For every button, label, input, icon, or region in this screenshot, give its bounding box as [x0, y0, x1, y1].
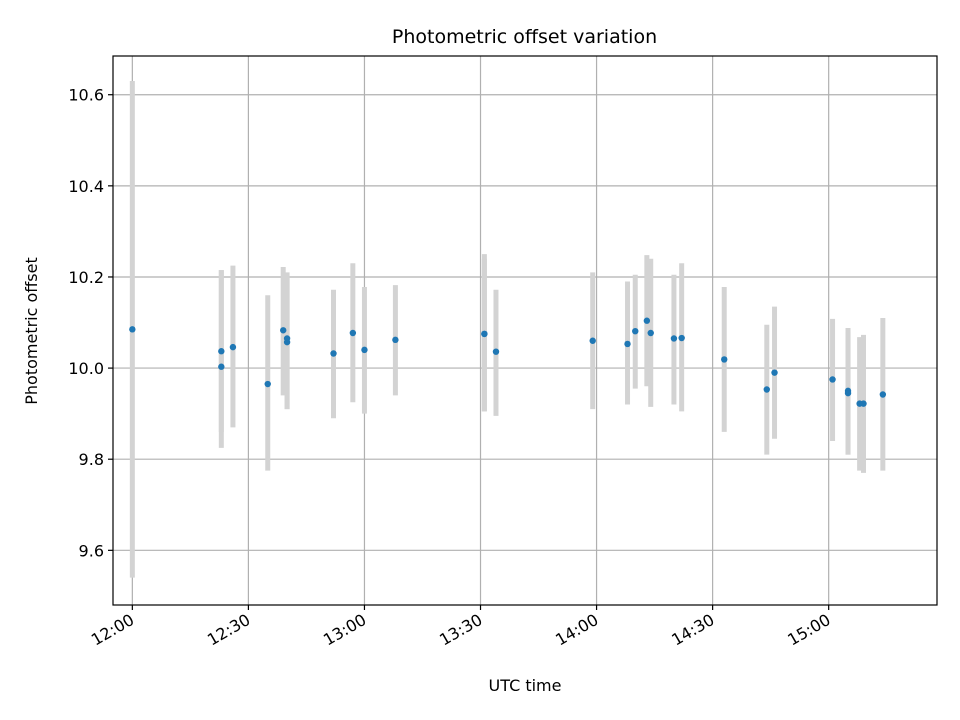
y-axis-label: Photometric offset [22, 257, 41, 405]
x-tick-label: 15:00 [784, 610, 833, 650]
x-axis-ticks: 12:00 12:30 13:00 13:30 14:00 14:30 15:00 [88, 605, 834, 650]
data-point [330, 350, 337, 357]
data-point [218, 363, 225, 370]
data-point [829, 376, 836, 383]
data-point [643, 317, 651, 324]
y-tick-label: 9.6 [79, 541, 104, 560]
y-tick-label: 10.4 [68, 177, 104, 196]
data-point [229, 343, 237, 351]
data-point [264, 380, 271, 388]
y-tick-label: 10.2 [68, 268, 104, 287]
data-point [361, 346, 368, 354]
data-points [129, 317, 887, 407]
data-point [678, 334, 685, 342]
data-point [481, 330, 488, 338]
y-axis-ticks: 9.6 9.8 10.0 10.2 10.4 10.6 [68, 86, 113, 560]
chart-title: Photometric offset variation [392, 26, 657, 48]
data-point [860, 400, 867, 407]
data-point [218, 348, 225, 355]
plot-frame [112, 55, 938, 606]
error-bars [129, 81, 886, 578]
x-tick-label: 14:00 [552, 610, 601, 650]
data-point [771, 369, 778, 376]
x-tick-label: 13:00 [320, 610, 369, 650]
y-tick-label: 10.0 [68, 359, 104, 378]
data-point [349, 329, 357, 337]
x-tick-label: 12:30 [204, 610, 253, 650]
data-point [589, 337, 596, 344]
x-axis-label: UTC time [489, 676, 562, 695]
grid-lines [113, 56, 937, 605]
y-tick-label: 9.8 [79, 450, 104, 469]
data-point [283, 338, 291, 346]
x-tick-label: 12:00 [88, 610, 137, 650]
data-point [129, 326, 136, 333]
data-point [392, 336, 399, 344]
data-point [632, 327, 639, 335]
data-point [844, 389, 852, 397]
data-point [647, 329, 654, 337]
data-point [624, 340, 631, 348]
data-point [492, 348, 500, 355]
data-point [763, 386, 770, 393]
data-point [879, 391, 887, 398]
data-point [670, 335, 678, 342]
y-tick-label: 10.6 [68, 86, 104, 105]
x-tick-label: 13:30 [436, 610, 485, 650]
data-point [280, 327, 287, 334]
x-tick-label: 14:30 [668, 610, 717, 650]
data-point [721, 356, 728, 363]
